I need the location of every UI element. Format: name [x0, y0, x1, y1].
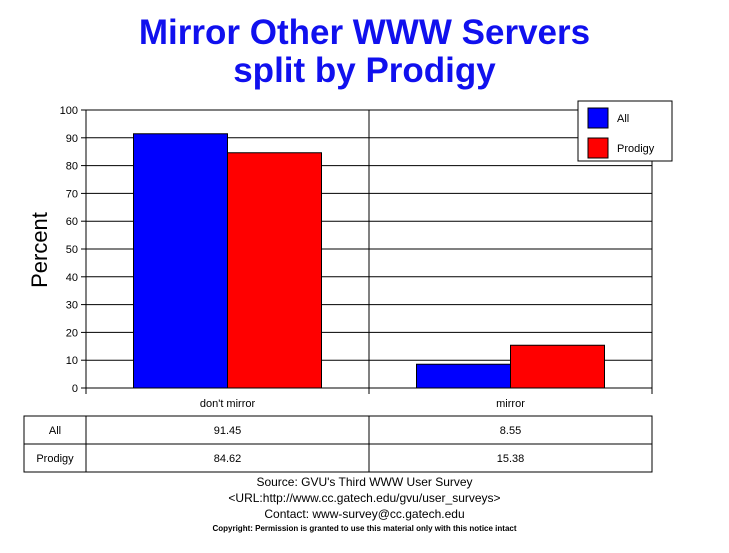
x-tick-label: don't mirror — [200, 398, 256, 410]
footer-contact: Contact: www-survey@cc.gatech.edu — [264, 507, 465, 521]
footer-copyright: Copyright: Permission is granted to use … — [212, 524, 517, 533]
table-cell: 8.55 — [500, 425, 521, 437]
x-tick-label: mirror — [496, 398, 525, 410]
table-row-header: All — [49, 425, 61, 437]
y-tick-label: 50 — [66, 244, 78, 256]
bar-all — [416, 363, 511, 389]
y-tick-label: 20 — [66, 327, 78, 339]
bar-all — [133, 133, 228, 389]
chart-title-line-2: split by Prodigy — [233, 51, 496, 90]
footer-url: <URL:http://www.cc.gatech.edu/gvu/user_s… — [228, 491, 501, 505]
table-row-header: Prodigy — [36, 453, 74, 465]
y-tick-label: 0 — [72, 383, 78, 395]
y-tick-label: 10 — [66, 355, 78, 367]
plot-frame — [85, 109, 653, 389]
bar-prodigy — [510, 344, 605, 389]
table-cell: 91.45 — [214, 425, 242, 437]
y-tick-label: 30 — [66, 300, 78, 312]
table-cell: 84.62 — [214, 453, 242, 465]
legend-label-prodigy: Prodigy — [617, 143, 655, 155]
footer-source: Source: GVU's Third WWW User Survey — [256, 475, 473, 489]
y-tick-label: 70 — [66, 188, 78, 200]
legend-swatch-prodigy — [587, 137, 609, 159]
y-tick-label: 90 — [66, 133, 78, 145]
chart-title: Mirror Other WWW Servers split by Prodig… — [0, 14, 729, 90]
y-tick-label: 80 — [66, 161, 78, 173]
legend-swatch-all — [587, 107, 609, 129]
chart-title-line-1: Mirror Other WWW Servers — [138, 13, 591, 52]
legend-label-all: All — [617, 113, 629, 125]
table-cell: 15.38 — [497, 453, 525, 465]
y-tick-label: 100 — [60, 105, 78, 117]
bar-prodigy — [227, 152, 322, 389]
y-tick-label: 40 — [66, 272, 78, 284]
y-tick-label: 60 — [66, 216, 78, 228]
